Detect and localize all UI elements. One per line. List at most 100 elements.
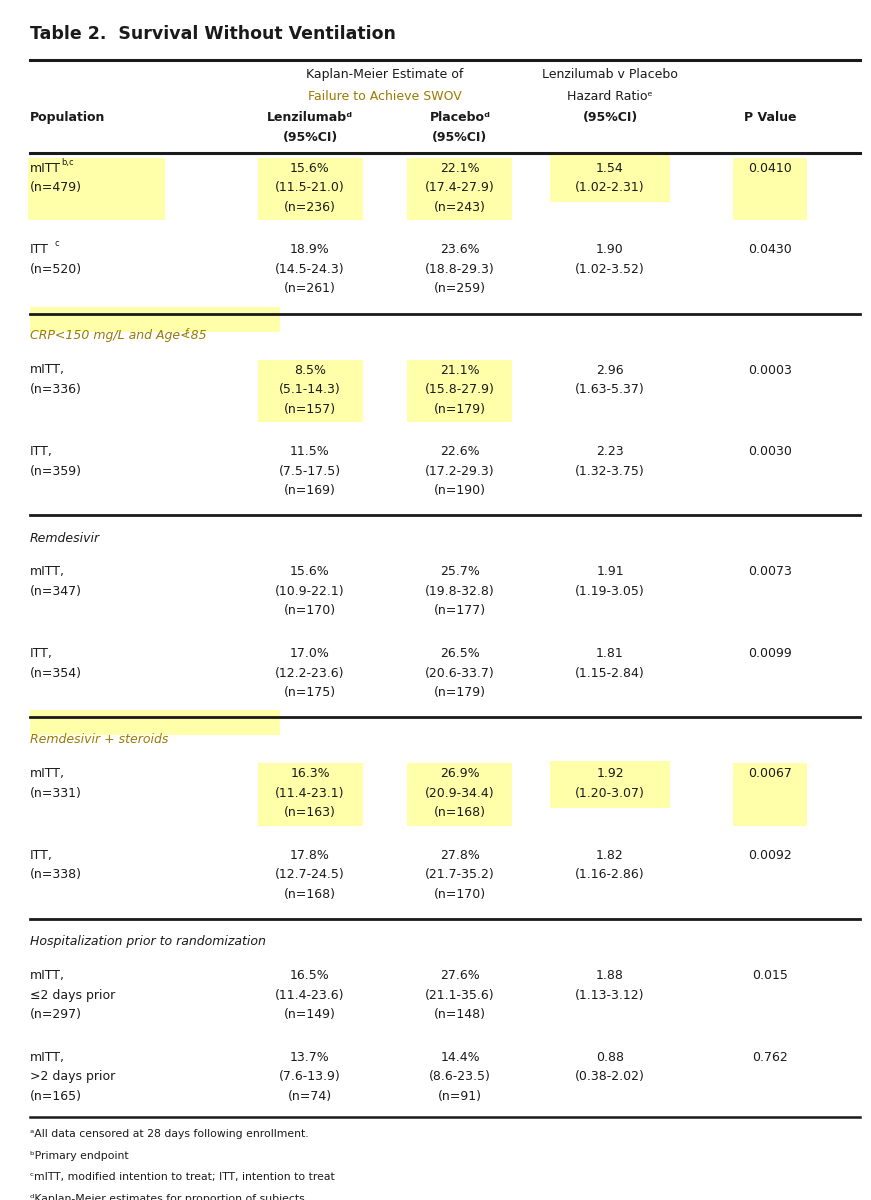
Text: (n=169): (n=169) (284, 484, 336, 497)
Text: 27.8%: 27.8% (440, 848, 480, 862)
Text: (n=168): (n=168) (284, 888, 336, 901)
Bar (733, 763, 807, 826)
Text: 27.6%: 27.6% (440, 970, 480, 983)
Text: Lenzilumab v Placebo: Lenzilumab v Placebo (542, 68, 678, 80)
Text: (n=91): (n=91) (438, 1090, 482, 1103)
Text: (1.16-2.86): (1.16-2.86) (575, 869, 645, 882)
Text: 0.0099: 0.0099 (748, 647, 792, 660)
Text: (n=236): (n=236) (284, 200, 336, 214)
Text: (11.4-23.6): (11.4-23.6) (275, 989, 345, 1002)
Text: (n=331): (n=331) (30, 787, 82, 800)
Text: Placeboᵈ: Placeboᵈ (429, 110, 490, 124)
Text: (1.20-3.07): (1.20-3.07) (575, 787, 645, 800)
Text: (8.6-23.5): (8.6-23.5) (429, 1070, 491, 1084)
Text: (n=243): (n=243) (434, 200, 486, 214)
Text: (17.4-27.9): (17.4-27.9) (425, 181, 495, 194)
Text: (n=261): (n=261) (284, 282, 336, 295)
Text: mITT,: mITT, (30, 1051, 65, 1064)
Text: mITT,: mITT, (30, 565, 65, 578)
Text: c: c (54, 239, 58, 248)
Text: Table 2.  Survival Without Ventilation: Table 2. Survival Without Ventilation (30, 25, 396, 43)
Text: 0.0092: 0.0092 (748, 848, 792, 862)
Text: 1.90: 1.90 (596, 242, 624, 256)
Bar (408, 763, 512, 826)
Text: (n=354): (n=354) (30, 666, 82, 679)
Text: (15.8-27.9): (15.8-27.9) (425, 383, 495, 396)
Text: Kaplan-Meier Estimate of: Kaplan-Meier Estimate of (307, 68, 463, 80)
Text: (n=74): (n=74) (288, 1090, 332, 1103)
Text: CRP<150 mg/L and Age<85: CRP<150 mg/L and Age<85 (30, 330, 206, 342)
Text: mITT,: mITT, (30, 768, 65, 780)
Text: 0.0410: 0.0410 (748, 162, 792, 174)
Text: 25.7%: 25.7% (440, 565, 480, 578)
Bar (733, 157, 807, 220)
Text: (1.02-3.52): (1.02-3.52) (575, 263, 645, 276)
Text: 0.0030: 0.0030 (748, 445, 792, 458)
Text: (20.6-33.7): (20.6-33.7) (425, 666, 495, 679)
Text: 0.762: 0.762 (753, 1051, 788, 1064)
Text: 11.5%: 11.5% (290, 445, 330, 458)
Text: (n=520): (n=520) (30, 263, 82, 276)
Text: (n=359): (n=359) (30, 464, 82, 478)
Bar (258, 360, 362, 422)
Bar (550, 155, 670, 202)
Text: (1.13-3.12): (1.13-3.12) (575, 989, 645, 1002)
Text: (21.7-35.2): (21.7-35.2) (425, 869, 495, 882)
Text: 22.6%: 22.6% (440, 445, 480, 458)
Text: (n=347): (n=347) (30, 584, 82, 598)
Text: 1.54: 1.54 (596, 162, 624, 174)
Text: (95%CI): (95%CI) (583, 110, 638, 124)
Text: P Value: P Value (744, 110, 796, 124)
Text: mITT,: mITT, (30, 970, 65, 983)
Text: Remdesivir: Remdesivir (30, 532, 100, 545)
Text: (n=163): (n=163) (284, 806, 336, 820)
Text: ITT,: ITT, (30, 848, 53, 862)
Text: (17.2-29.3): (17.2-29.3) (425, 464, 495, 478)
Text: ITT,: ITT, (30, 647, 53, 660)
Text: 21.1%: 21.1% (440, 364, 480, 377)
Bar (30, 710, 280, 736)
Text: mITT: mITT (30, 162, 61, 174)
Text: Remdesivir + steroids: Remdesivir + steroids (30, 733, 168, 746)
Text: 1.92: 1.92 (596, 768, 624, 780)
Text: 17.8%: 17.8% (290, 848, 330, 862)
Text: f: f (185, 328, 188, 337)
Text: (n=336): (n=336) (30, 383, 82, 396)
Text: ᵈKaplan-Meier estimates for proportion of subjects.: ᵈKaplan-Meier estimates for proportion o… (30, 1194, 308, 1200)
Text: 2.96: 2.96 (596, 364, 624, 377)
Text: (11.5-21.0): (11.5-21.0) (275, 181, 345, 194)
Text: (n=170): (n=170) (434, 888, 486, 901)
Text: (12.7-24.5): (12.7-24.5) (275, 869, 345, 882)
Text: (n=259): (n=259) (434, 282, 486, 295)
Text: (n=179): (n=179) (434, 686, 486, 698)
Text: 13.7%: 13.7% (290, 1051, 330, 1064)
Bar (408, 157, 512, 220)
Text: Hazard Ratioᵉ: Hazard Ratioᵉ (567, 90, 652, 102)
Text: (n=157): (n=157) (284, 402, 336, 415)
Text: (n=170): (n=170) (284, 605, 336, 618)
Bar (28, 157, 165, 220)
Text: 1.81: 1.81 (596, 647, 624, 660)
Text: 22.1%: 22.1% (440, 162, 480, 174)
Text: (n=190): (n=190) (434, 484, 486, 497)
Text: 0.0073: 0.0073 (748, 565, 792, 578)
Text: 0.0003: 0.0003 (748, 364, 792, 377)
Text: (5.1-14.3): (5.1-14.3) (279, 383, 341, 396)
Text: 23.6%: 23.6% (440, 242, 480, 256)
Text: (n=149): (n=149) (284, 1008, 336, 1021)
Text: 1.82: 1.82 (596, 848, 624, 862)
Text: ≤2 days prior: ≤2 days prior (30, 989, 115, 1002)
Text: (1.19-3.05): (1.19-3.05) (575, 584, 645, 598)
Text: 26.9%: 26.9% (440, 768, 480, 780)
Text: 17.0%: 17.0% (290, 647, 330, 660)
Text: (1.15-2.84): (1.15-2.84) (575, 666, 645, 679)
Bar (258, 157, 362, 220)
Text: (n=479): (n=479) (30, 181, 82, 194)
Text: (14.5-24.3): (14.5-24.3) (275, 263, 345, 276)
Text: 26.5%: 26.5% (440, 647, 480, 660)
Text: >2 days prior: >2 days prior (30, 1070, 115, 1084)
Text: 18.9%: 18.9% (290, 242, 330, 256)
Text: (n=148): (n=148) (434, 1008, 486, 1021)
Text: (21.1-35.6): (21.1-35.6) (425, 989, 495, 1002)
Text: (7.6-13.9): (7.6-13.9) (279, 1070, 341, 1084)
